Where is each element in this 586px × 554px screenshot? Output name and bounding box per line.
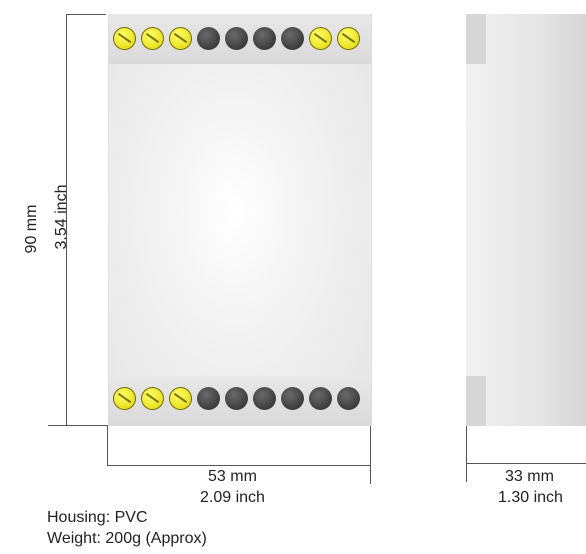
top-terminal-row	[113, 27, 360, 50]
bottom-terminal-screw-icon	[281, 387, 304, 410]
front-width-left-tick	[107, 426, 108, 466]
top-terminal-screw-icon	[281, 27, 304, 50]
height-mm-label: 90 mm	[23, 204, 40, 254]
front-width-inch-label: 2.09 inch	[200, 489, 265, 506]
bottom-terminal-screw-icon	[337, 387, 360, 410]
top-terminal-screw-icon	[337, 27, 360, 50]
top-terminal-screw-icon	[309, 27, 332, 50]
height-dimension-bottom-tick	[48, 425, 108, 426]
side-bottom-tab	[466, 376, 486, 426]
side-depth-mm-label: 33 mm	[505, 468, 554, 485]
front-width-mm-label: 53 mm	[208, 468, 257, 485]
bottom-terminal-screw-icon	[169, 387, 192, 410]
top-terminal-band	[109, 14, 371, 64]
side-depth-left-tick	[466, 426, 467, 482]
top-terminal-screw-icon	[141, 27, 164, 50]
top-terminal-screw-icon	[225, 27, 248, 50]
bottom-terminal-screw-icon	[141, 387, 164, 410]
height-inch-label: 3.54 inch	[53, 184, 70, 250]
bottom-terminal-screw-icon	[309, 387, 332, 410]
front-width-dimension-line	[107, 465, 371, 466]
height-dimension-line	[66, 14, 67, 426]
bottom-terminal-row	[113, 387, 360, 410]
weight-spec: Weight: 200g (Approx)	[47, 530, 207, 547]
top-terminal-screw-icon	[253, 27, 276, 50]
bottom-terminal-screw-icon	[253, 387, 276, 410]
housing-spec: Housing: PVC	[47, 509, 148, 526]
side-depth-inch-label: 1.30 inch	[498, 489, 563, 506]
module-side-view	[466, 14, 586, 426]
module-front-view	[108, 14, 372, 426]
bottom-terminal-screw-icon	[197, 387, 220, 410]
top-terminal-screw-icon	[197, 27, 220, 50]
bottom-terminal-screw-icon	[225, 387, 248, 410]
front-width-right-tick	[370, 426, 371, 484]
top-terminal-screw-icon	[113, 27, 136, 50]
height-dimension-top-tick	[66, 14, 106, 15]
side-depth-dimension-line	[466, 463, 586, 464]
bottom-terminal-band	[109, 376, 371, 426]
top-terminal-screw-icon	[169, 27, 192, 50]
side-top-tab	[466, 14, 486, 64]
bottom-terminal-screw-icon	[113, 387, 136, 410]
